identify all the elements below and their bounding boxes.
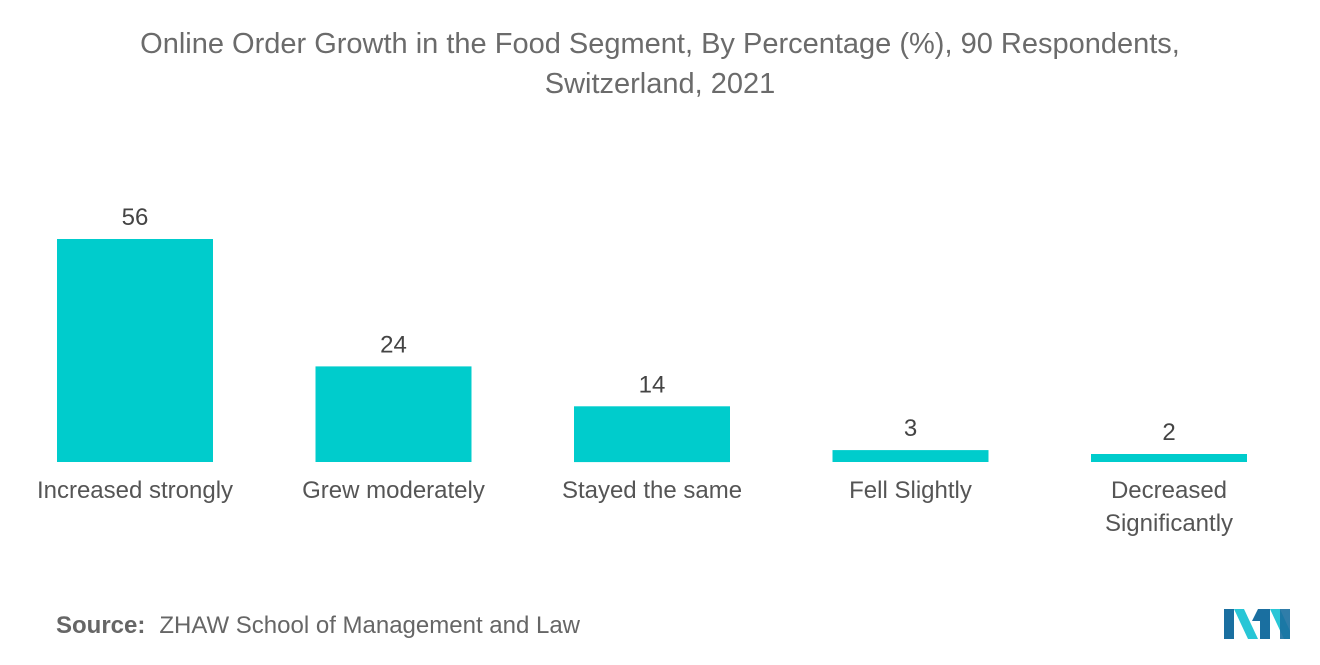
value-labels-group: 56 24 14 3 2 <box>122 204 1176 446</box>
source-prefix: Source: <box>56 612 146 639</box>
category-label-4: Decreased Significantly <box>1105 477 1233 537</box>
category-label-3: Fell Slightly <box>849 477 972 504</box>
value-label-3: 3 <box>904 415 917 442</box>
bar-1 <box>315 366 472 462</box>
category-label-1: Grew moderately <box>302 477 485 504</box>
value-label-0: 56 <box>122 204 149 231</box>
bar-chart: 56 24 14 3 2 Increased strongly Grew moderate… <box>37 204 1247 537</box>
category-labels-group: Increased strongly Grew moderately Stayed … <box>37 477 1233 537</box>
source-text: ZHAW School of Management and Law <box>159 612 581 639</box>
bar-4 <box>1091 454 1247 462</box>
value-label-4: 2 <box>1162 419 1175 446</box>
bar-0 <box>57 239 213 462</box>
source-note: Source: ZHAW School of Management and Law <box>56 612 580 640</box>
mordor-intelligence-logo-icon <box>1224 609 1290 639</box>
bar-2 <box>574 406 730 463</box>
bar-3 <box>832 450 989 462</box>
bars-group <box>57 239 1247 463</box>
chart-title: Online Order Growth in the Food Segment,… <box>140 28 1180 100</box>
value-label-2: 14 <box>639 371 666 398</box>
value-label-1: 24 <box>380 331 407 358</box>
category-label-0: Increased strongly <box>37 477 233 504</box>
category-label-2: Stayed the same <box>562 477 742 504</box>
